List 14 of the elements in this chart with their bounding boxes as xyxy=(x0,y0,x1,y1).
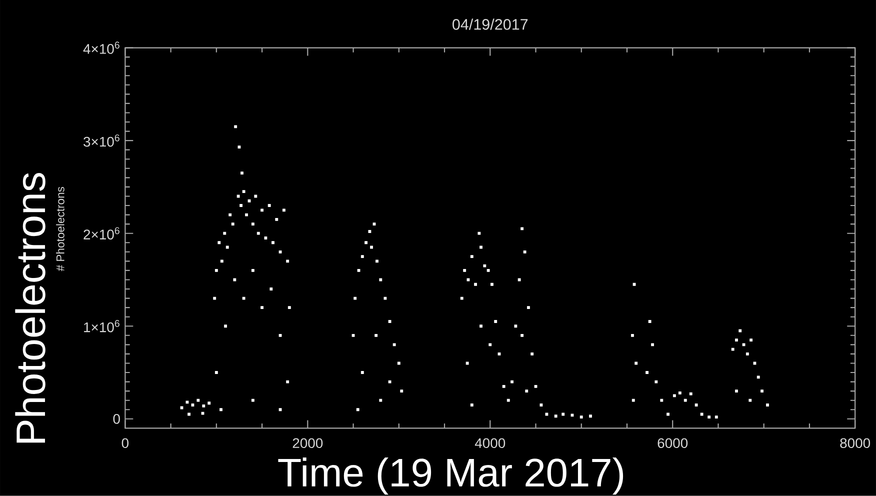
y-tick-label: 0 xyxy=(113,414,120,424)
x-tick-label: 6000 xyxy=(658,438,688,448)
y-tick-label: 2×10$^{6}$ xyxy=(84,227,120,240)
y-tick-label: 1×10$^{6}$ xyxy=(84,320,120,332)
y-tick-label: 4×10$^{6}$ xyxy=(83,42,120,54)
text: # Photoelectrons xyxy=(56,186,64,272)
x-axis-title: Time (19 Mar 2017) xyxy=(278,458,624,495)
y-tick-label: 3×10$^{6}$ xyxy=(84,134,120,147)
x-tick-label: 4000 xyxy=(474,438,506,448)
y-axis-title: Photoelectrons xyxy=(15,173,46,443)
chart-title: 04/19/2017 xyxy=(452,18,528,30)
x-tick-label: 2000 xyxy=(292,438,323,448)
x-tick-label: 0 xyxy=(122,438,129,448)
x-tick-label: 8000 xyxy=(840,438,870,448)
